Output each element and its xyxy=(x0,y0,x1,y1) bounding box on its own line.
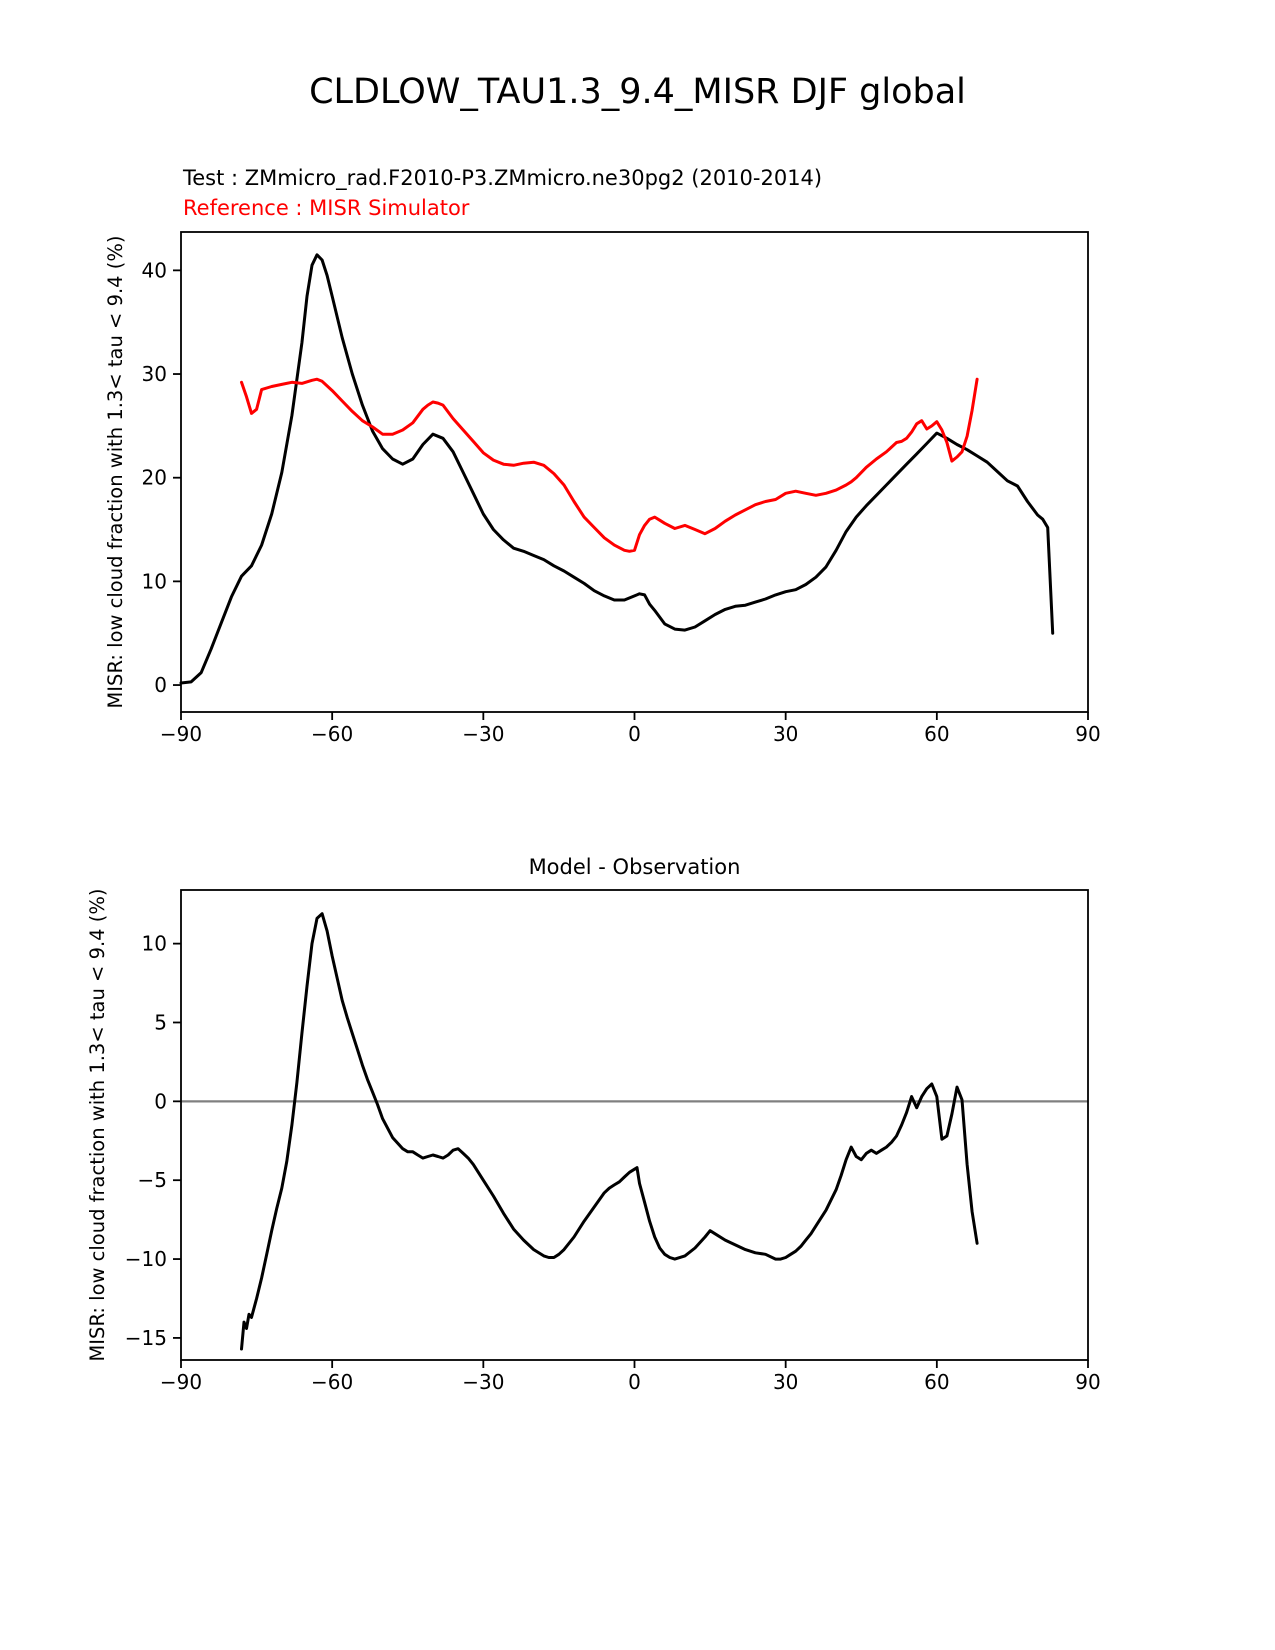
x-tick-label: −60 xyxy=(311,722,353,746)
x-tick-label: −30 xyxy=(462,1370,504,1394)
x-tick-label: −90 xyxy=(160,1370,202,1394)
x-tick-label: −60 xyxy=(311,1370,353,1394)
plot-border xyxy=(180,231,1089,713)
bottom-chart: −90 −60 −30 0 30 60 90 −15 −10 −5 0 5 10 MISR: low cl… xyxy=(86,888,1101,1394)
figure-title: CLDLOW_TAU1.3_9.4_MISR DJF global xyxy=(309,72,966,112)
reference-series-label: Reference : MISR Simulator xyxy=(183,196,470,220)
y-tick-label: 30 xyxy=(142,362,167,386)
x-tick-label: −90 xyxy=(160,722,202,746)
bottom-chart-title: Model - Observation xyxy=(528,855,741,879)
x-tick-label: 90 xyxy=(1075,722,1100,746)
x-tick-label: 60 xyxy=(924,1370,949,1394)
plot-border xyxy=(180,889,1089,1361)
y-tick-label: 0 xyxy=(154,673,167,697)
test-line xyxy=(179,253,1055,685)
x-tick-label: 30 xyxy=(773,1370,798,1394)
reference-line xyxy=(240,377,979,553)
y-tick-label: 5 xyxy=(154,1010,167,1034)
top-chart: −90 −60 −30 0 30 60 90 0 10 20 30 40 MISR: low cloud… xyxy=(104,231,1101,746)
x-tick-label: 60 xyxy=(924,722,949,746)
x-tick-label: 0 xyxy=(628,1370,641,1394)
x-tick-label: 0 xyxy=(628,722,641,746)
y-tick-label: −15 xyxy=(125,1326,167,1350)
y-tick-label: 10 xyxy=(142,569,167,593)
y-tick-label: −5 xyxy=(138,1168,167,1192)
y-tick-label: 10 xyxy=(142,932,167,956)
x-tick-label: 30 xyxy=(773,722,798,746)
test-series-label: Test : ZMmicro_rad.F2010-P3.ZMmicro.ne30… xyxy=(183,166,823,190)
y-tick-label: 20 xyxy=(142,466,167,490)
difference-line xyxy=(240,912,979,1351)
x-tick-label: 90 xyxy=(1075,1370,1100,1394)
y-tick-label: 0 xyxy=(154,1089,167,1113)
y-tick-label: −10 xyxy=(125,1247,167,1271)
x-tick-label: −30 xyxy=(462,722,504,746)
y-axis-label: MISR: low cloud fraction with 1.3< tau <… xyxy=(104,235,127,708)
y-tick-label: 40 xyxy=(142,258,167,282)
y-axis-label: MISR: low cloud fraction with 1.3< tau <… xyxy=(86,888,109,1361)
